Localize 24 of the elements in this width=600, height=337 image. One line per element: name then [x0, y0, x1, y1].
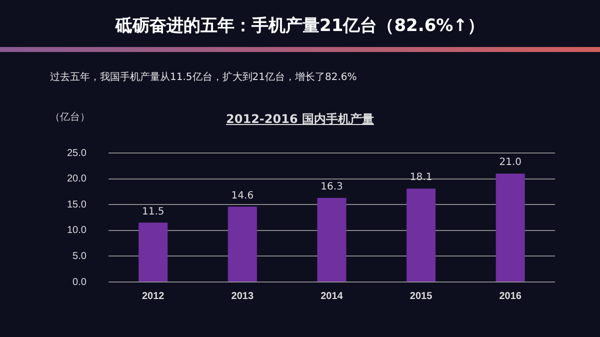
x-tick-label: 2015: [410, 290, 433, 302]
x-tick-label: 2013: [231, 290, 254, 302]
y-tick-label: 10.0: [66, 225, 87, 236]
y-tick-label: 20.0: [66, 174, 87, 185]
data-label: 16.3: [320, 181, 343, 192]
y-tick-label: 15.0: [66, 199, 87, 210]
y-tick-label: 25.0: [66, 148, 87, 159]
bar: [406, 188, 436, 282]
y-tick-label: 0.0: [72, 276, 87, 288]
data-label: 21.0: [499, 157, 522, 168]
x-tick-label: 2012: [142, 290, 165, 302]
bar: [138, 222, 168, 282]
text: 过去五年，我国手机产量从11.5亿台，扩大到21亿台，增长了82.6%: [50, 70, 357, 84]
bar: [317, 198, 346, 282]
data-label: 11.5: [142, 206, 164, 218]
chart-subtitle: 砥砺奋进的五年：手机产量21亿台（82.6%↑）: [114, 15, 486, 37]
bar: [228, 206, 257, 282]
y-axis-title: （亿台）: [50, 110, 90, 124]
x-tick-label: 2014: [320, 290, 344, 302]
y-tick-label: 5.0: [72, 250, 87, 262]
x-tick-label: 2016: [499, 290, 522, 302]
chart-title: 2012-2016 国内手机产量: [226, 112, 374, 126]
data-label: 14.6: [231, 190, 254, 202]
bar: [496, 174, 525, 282]
